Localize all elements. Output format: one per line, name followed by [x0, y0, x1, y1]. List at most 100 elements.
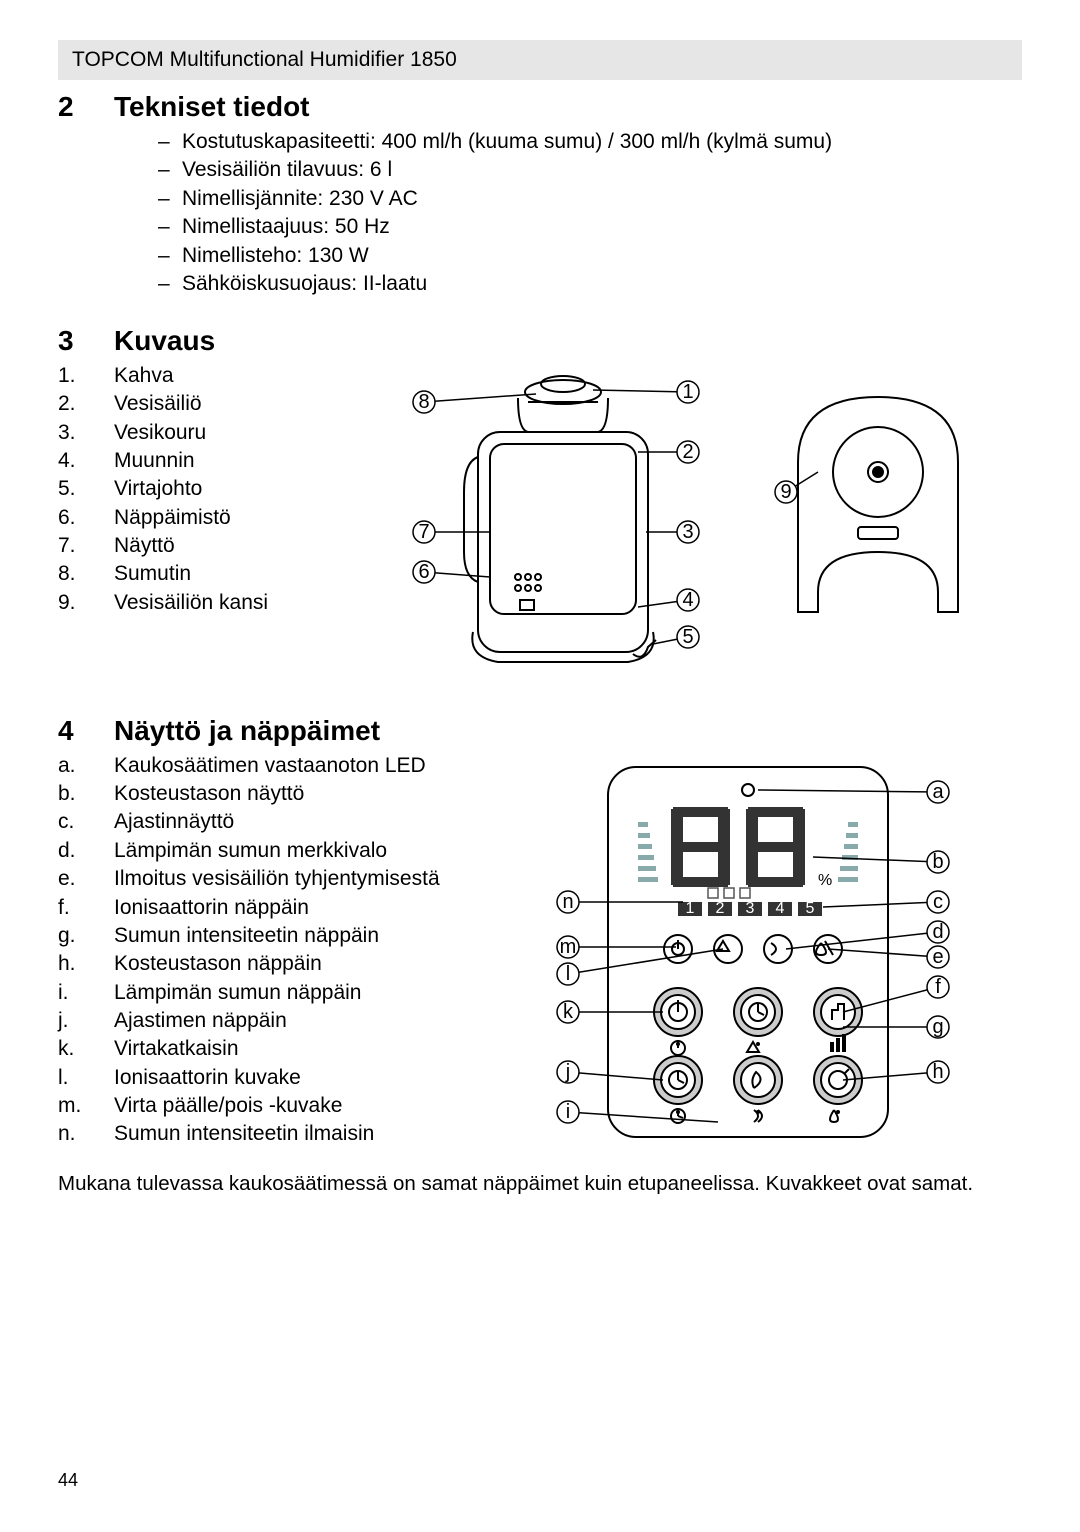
control-name: Ajastinnäyttö — [114, 808, 234, 836]
product-title: TOPCOM Multifunctional Humidifier 1850 — [72, 48, 457, 71]
spec-item: Nimellistaajuus: 50 Hz — [182, 213, 390, 241]
list-letter: l. — [58, 1064, 114, 1092]
spec-item: Kostutuskapasiteetti: 400 ml/h (kuuma su… — [182, 128, 832, 156]
svg-text:b: b — [932, 851, 943, 873]
svg-text:4: 4 — [776, 900, 785, 917]
svg-text:2: 2 — [716, 900, 725, 917]
svg-text:3: 3 — [682, 521, 693, 543]
svg-text:l: l — [566, 963, 570, 985]
control-name: Ajastimen näppäin — [114, 1007, 287, 1035]
device-diagram: 87612345 — [368, 362, 738, 672]
section-4-heading: 4Näyttö ja näppäimet — [58, 712, 1022, 750]
control-name: Kosteustason näppäin — [114, 950, 322, 978]
svg-text:7: 7 — [418, 521, 429, 543]
section-3-list: 1.Kahva2.Vesisäiliö3.Vesikouru4.Muunnin5… — [58, 362, 358, 617]
list-letter: n. — [58, 1120, 114, 1148]
part-name: Muunnin — [114, 447, 195, 475]
svg-text:9: 9 — [780, 481, 791, 503]
part-name: Vesisäiliö — [114, 390, 202, 418]
section-3-title: Kuvaus — [114, 325, 215, 356]
svg-text:j: j — [565, 1061, 570, 1083]
list-dash: – — [158, 156, 182, 184]
list-letter: k. — [58, 1035, 114, 1063]
svg-text:3: 3 — [746, 900, 755, 917]
control-name: Virta päälle/pois -kuvake — [114, 1092, 342, 1120]
svg-text:5: 5 — [806, 900, 815, 917]
part-name: Kahva — [114, 362, 174, 390]
control-name: Sumun intensiteetin ilmaisin — [114, 1120, 374, 1148]
remote-note: Mukana tulevassa kaukosäätimessä on sama… — [58, 1170, 1022, 1198]
list-dash: – — [158, 213, 182, 241]
svg-text:±: ± — [844, 1103, 853, 1120]
list-letter: e. — [58, 865, 114, 893]
list-number: 3. — [58, 419, 114, 447]
list-number: 6. — [58, 504, 114, 532]
spec-item: Vesisäiliön tilavuus: 6 l — [182, 156, 392, 184]
spec-item: Nimellisjännite: 230 V AC — [182, 185, 418, 213]
svg-text:c: c — [933, 891, 943, 913]
control-name: Lämpimän sumun merkkivalo — [114, 837, 387, 865]
list-number: 9. — [58, 589, 114, 617]
list-dash: – — [158, 270, 182, 298]
list-letter: j. — [58, 1007, 114, 1035]
section-2-title: Tekniset tiedot — [114, 91, 310, 122]
list-dash: – — [158, 185, 182, 213]
document-header: TOPCOM Multifunctional Humidifier 1850 — [58, 40, 1022, 80]
list-number: 2. — [58, 390, 114, 418]
section-4-list: a.Kaukosäätimen vastaanoton LEDb.Kosteus… — [58, 752, 498, 1149]
list-letter: m. — [58, 1092, 114, 1120]
section-3-heading: 3Kuvaus — [58, 322, 1022, 360]
svg-text:d: d — [932, 921, 943, 943]
svg-text:e: e — [932, 946, 943, 968]
svg-text:1: 1 — [682, 381, 693, 403]
list-letter: f. — [58, 894, 114, 922]
part-name: Näppäimistö — [114, 504, 231, 532]
control-name: Kosteustason näyttö — [114, 780, 304, 808]
list-dash: – — [158, 242, 182, 270]
control-name: Virtakatkaisin — [114, 1035, 239, 1063]
svg-text:2: 2 — [682, 441, 693, 463]
svg-text:%: % — [818, 872, 832, 889]
spec-item: Nimellisteho: 130 W — [182, 242, 369, 270]
control-name: Ilmoitus vesisäiliön tyhjentymisestä — [114, 865, 440, 893]
section-4-number: 4 — [58, 712, 114, 750]
part-name: Näyttö — [114, 532, 175, 560]
part-name: Sumutin — [114, 560, 191, 588]
svg-text:6: 6 — [418, 561, 429, 583]
list-letter: b. — [58, 780, 114, 808]
svg-text:f: f — [935, 976, 941, 998]
control-name: Lämpimän sumun näppäin — [114, 979, 362, 1007]
list-letter: c. — [58, 808, 114, 836]
part-name: Vesikouru — [114, 419, 206, 447]
control-name: Kaukosäätimen vastaanoton LED — [114, 752, 426, 780]
svg-text:1: 1 — [686, 900, 695, 917]
section-2-list: –Kostutuskapasiteetti: 400 ml/h (kuuma s… — [158, 128, 1022, 298]
page-number: 44 — [58, 1468, 78, 1492]
section-3-number: 3 — [58, 322, 114, 360]
svg-text:n: n — [562, 891, 573, 913]
section-2-number: 2 — [58, 88, 114, 126]
control-name: Sumun intensiteetin näppäin — [114, 922, 379, 950]
list-letter: h. — [58, 950, 114, 978]
list-dash: – — [158, 128, 182, 156]
list-letter: a. — [58, 752, 114, 780]
list-number: 7. — [58, 532, 114, 560]
control-name: Ionisaattorin näppäin — [114, 894, 309, 922]
spec-item: Sähköiskusuojaus: II-laatu — [182, 270, 427, 298]
svg-text:5: 5 — [682, 626, 693, 648]
svg-text:k: k — [563, 1001, 574, 1023]
svg-text:4: 4 — [682, 589, 693, 611]
svg-text:g: g — [932, 1016, 943, 1038]
list-letter: i. — [58, 979, 114, 1007]
display-panel-diagram: % 12345 ± nmlkjiabcdefgh — [508, 752, 1008, 1152]
list-letter: d. — [58, 837, 114, 865]
section-4-title: Näyttö ja näppäimet — [114, 715, 380, 746]
part-name: Vesisäiliön kansi — [114, 589, 268, 617]
list-number: 8. — [58, 560, 114, 588]
list-number: 1. — [58, 362, 114, 390]
list-letter: g. — [58, 922, 114, 950]
lid-diagram: 9 — [748, 362, 978, 642]
svg-text:a: a — [932, 781, 944, 803]
list-number: 4. — [58, 447, 114, 475]
part-name: Virtajohto — [114, 475, 202, 503]
